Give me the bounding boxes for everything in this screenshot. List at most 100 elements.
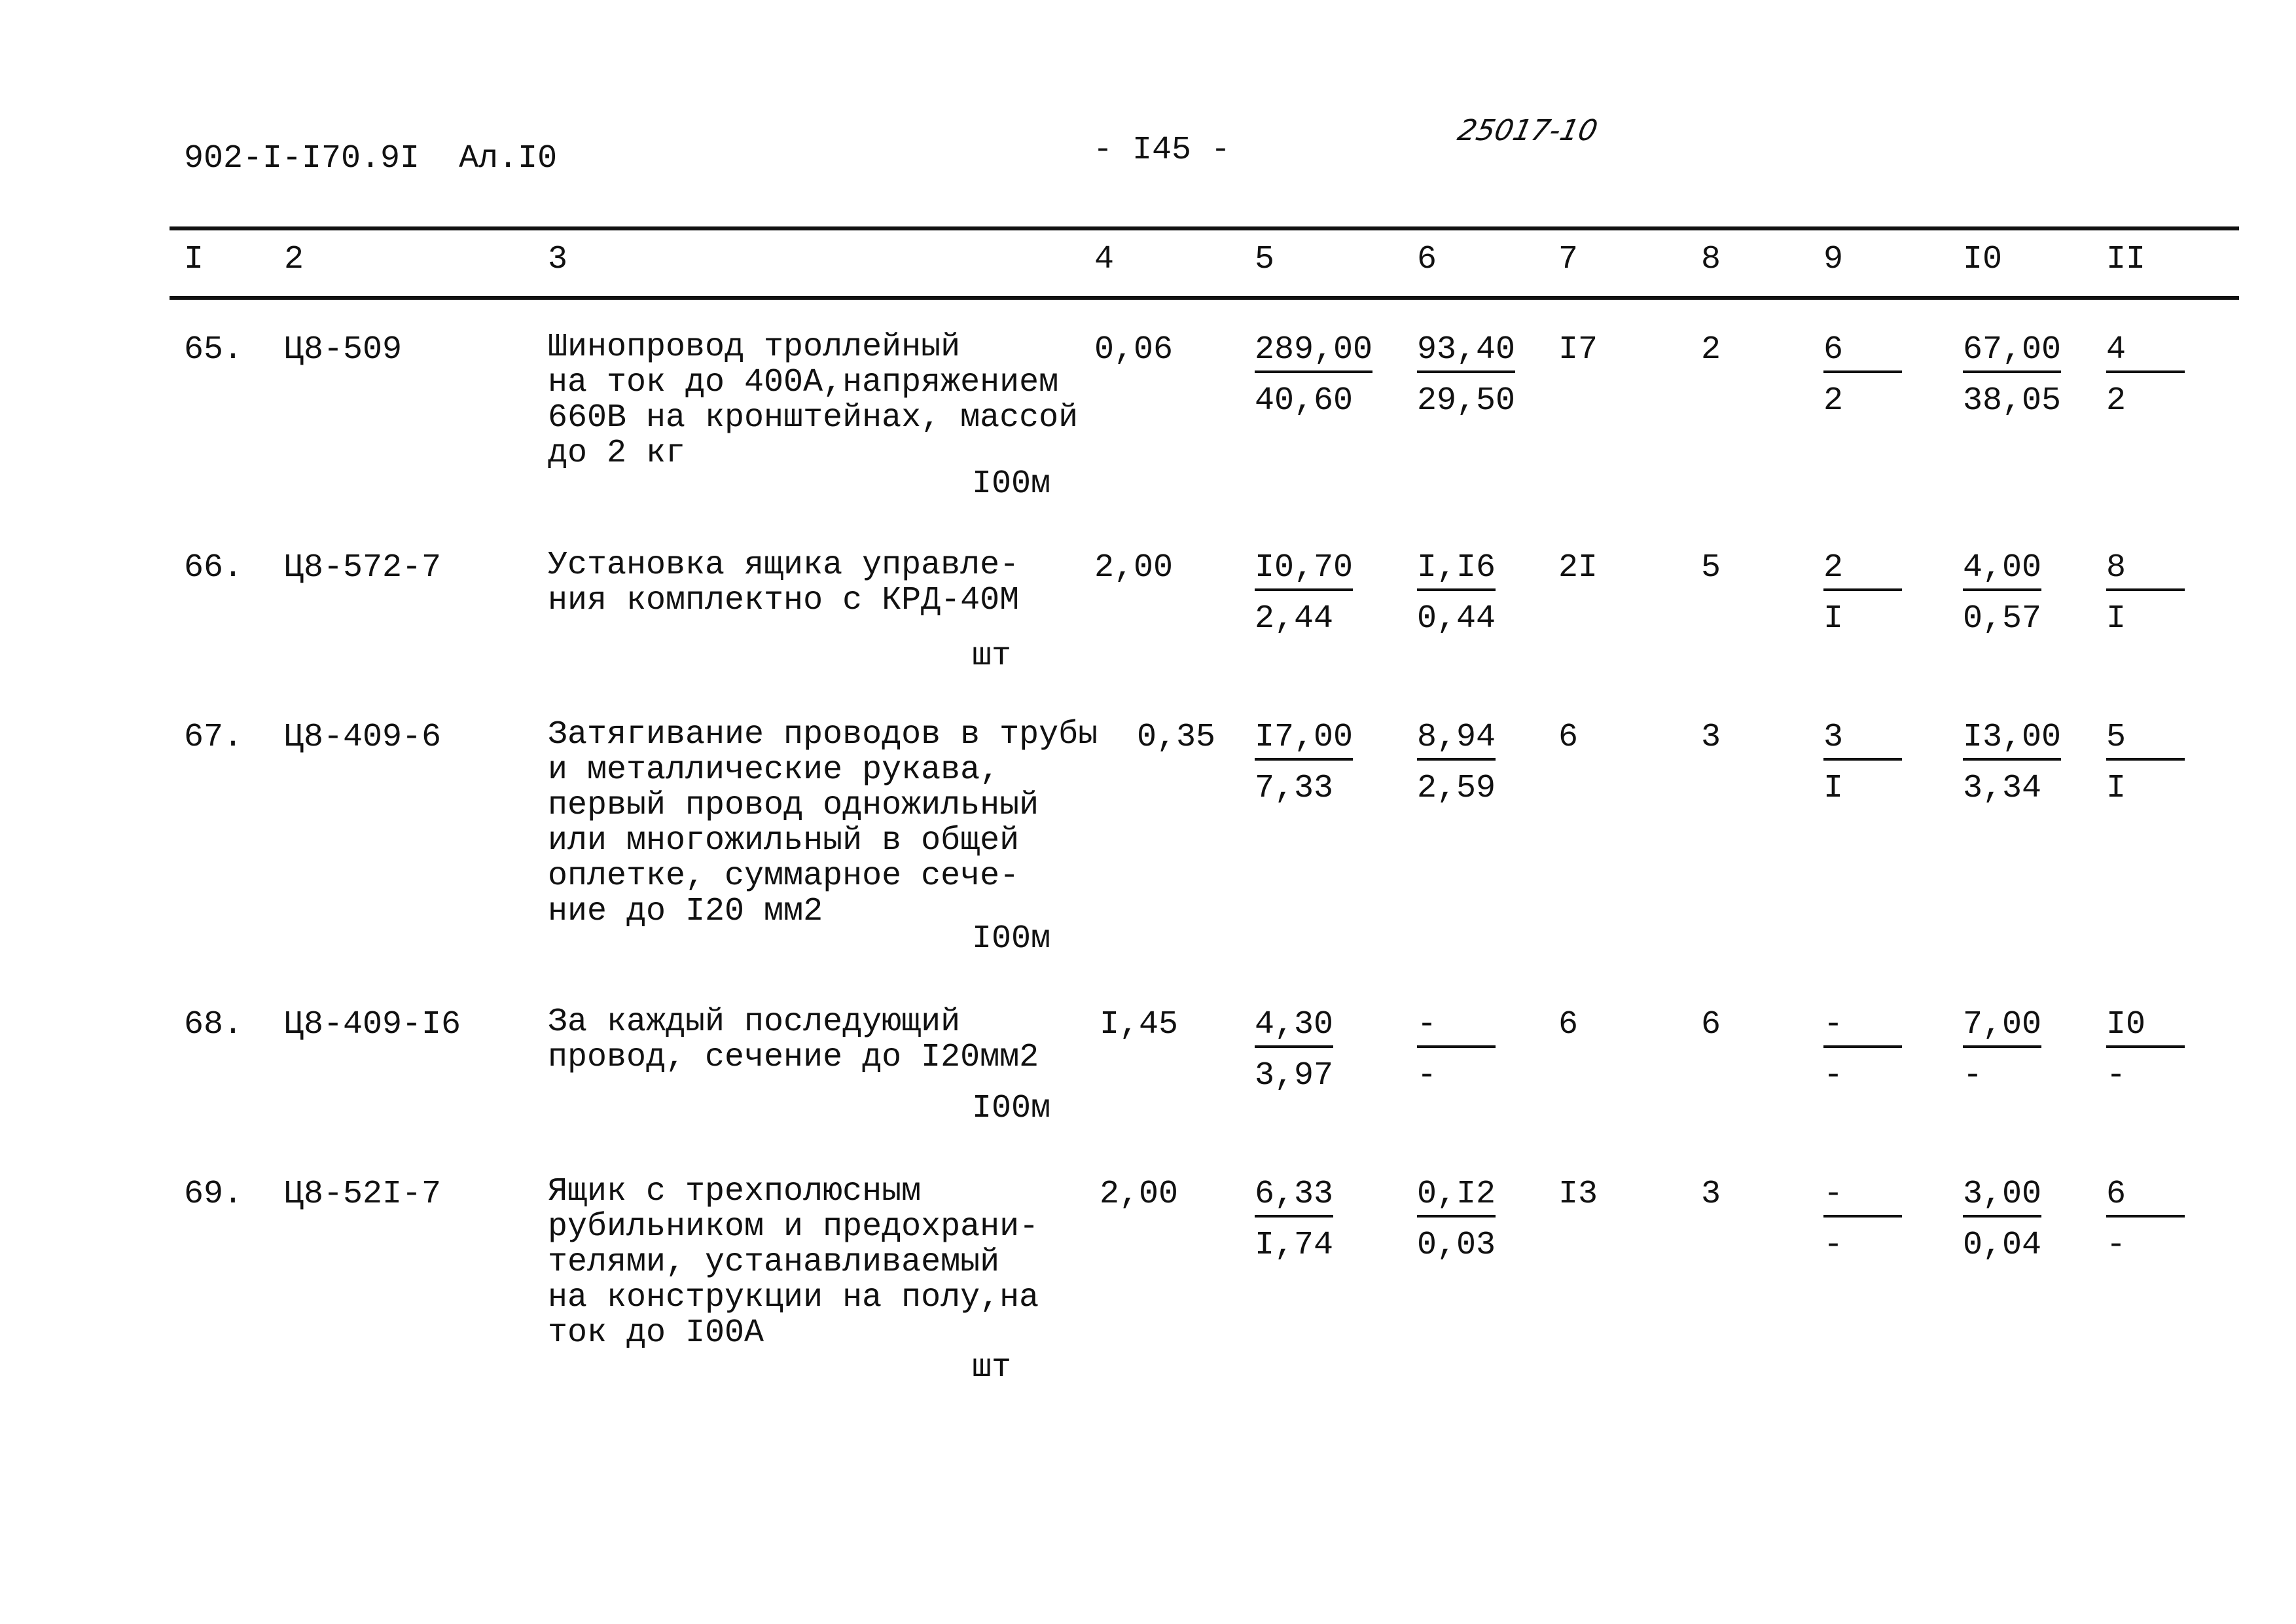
item-code: Ц8-409-I6: [284, 1006, 461, 1043]
item-description: Шинопровод троллейный на ток до 400А,напр…: [548, 330, 1078, 471]
fraction-numerator: I,I6: [1417, 552, 1496, 591]
item-unit: шт: [972, 1349, 1012, 1386]
description-line: Установка ящика управле-: [548, 547, 1020, 584]
column-header-7: 7: [1558, 241, 1579, 278]
fraction-column-6: 8,94 2,59: [1417, 721, 1496, 805]
fraction-numerator: 6,33: [1255, 1178, 1334, 1218]
fraction-denominator: -: [2106, 1057, 2126, 1094]
column-header-11: II: [2106, 241, 2146, 278]
column-8-value: 5: [1701, 549, 1721, 586]
fraction-denominator: 7,33: [1255, 770, 1334, 807]
fraction-numerator: 0,I2: [1417, 1178, 1496, 1218]
description-line: ток до I00А: [548, 1314, 764, 1352]
fraction-denominator: -: [1823, 1057, 1844, 1094]
fraction-denominator: -: [1963, 1057, 1983, 1094]
fraction-column-9: --: [1823, 1009, 1902, 1092]
fraction-numerator: 6: [2106, 1178, 2185, 1218]
item-description: За каждый последующий провод, сечение до …: [548, 1005, 1039, 1075]
fraction-numerator: -: [1417, 1009, 1496, 1048]
description-line: провод, сечение до I20мм2: [548, 1039, 1039, 1076]
column-4-value: 0,06: [1094, 331, 1174, 369]
fraction-numerator: I3,00: [1963, 721, 2062, 761]
handwritten-note: 25017-10: [1454, 114, 1601, 147]
fraction-numerator: I7,00: [1255, 721, 1354, 761]
fraction-column-11: I0 -: [2106, 1009, 2185, 1092]
column-7-value: I7: [1558, 331, 1598, 369]
fraction-denominator: 0,04: [1963, 1227, 2042, 1264]
fraction-column-5: I0,70 2,44: [1255, 552, 1354, 638]
fraction-column-5: 4,30 3,97: [1255, 1009, 1334, 1094]
description-line: и металлические рукава,: [548, 751, 1000, 789]
item-description: Установка ящика управле-ния комплектно с…: [548, 548, 1019, 619]
description-line: или многожильный в общей: [548, 822, 1020, 859]
description-line: до 2 кг: [548, 435, 686, 472]
fraction-denominator: I: [2106, 770, 2126, 807]
column-header-2: 2: [284, 241, 304, 278]
fraction-column-10: 4,00 0,57: [1963, 552, 2042, 636]
fraction-column-6: --: [1417, 1009, 1496, 1092]
fraction-numerator: -: [1823, 1178, 1902, 1218]
fraction-column-5: 6,33 I,74: [1255, 1178, 1334, 1264]
fraction-denominator: I,74: [1255, 1227, 1334, 1264]
fraction-denominator: 3,34: [1963, 770, 2042, 807]
table-row: 69. Ц8-52I-7 Ящик с трехполюсным рубильнико…: [0, 1174, 2296, 1384]
fraction-numerator: -: [1823, 1009, 1902, 1048]
fraction-denominator: 2: [1823, 382, 1844, 420]
column-7-value: I3: [1558, 1176, 1598, 1213]
table-row: 68. Ц8-409-I6 За каждый последующий провод,…: [0, 1005, 2296, 1125]
item-unit: I00м: [972, 1090, 1051, 1127]
column-7-value: 6: [1558, 1006, 1579, 1043]
table-row: 65. Ц8-509 Шинопровод троллейный на ток до …: [0, 330, 2296, 501]
item-number: 67.: [184, 719, 243, 756]
fraction-column-5: I7,00 7,33: [1255, 721, 1354, 807]
column-header-8: 8: [1701, 241, 1721, 278]
fraction-numerator: 4: [2106, 334, 2185, 373]
fraction-denominator: I: [2106, 600, 2126, 638]
fraction-column-10: 67,00 38,05: [1963, 334, 2062, 418]
item-number: 68.: [184, 1006, 243, 1043]
item-unit: I00м: [972, 465, 1051, 503]
item-description: Ящик с трехполюсным рубильником и предохр…: [548, 1174, 1039, 1351]
item-code: Ц8-409-6: [284, 719, 442, 756]
fraction-column-6: I,I6 0,44: [1417, 552, 1496, 636]
item-number: 69.: [184, 1176, 243, 1213]
fraction-denominator: 3,97: [1255, 1057, 1334, 1094]
description-line: телями, устанавливаемый: [548, 1244, 1000, 1281]
column-4-value: 2,00: [1094, 549, 1174, 586]
fraction-column-6: 0,I2 0,03: [1417, 1178, 1496, 1262]
page-number: - I45 -: [1093, 132, 1231, 169]
fraction-denominator: I: [1823, 600, 1844, 638]
column-4-value: I,45: [1100, 1006, 1179, 1043]
description-line: За каждый последующий: [548, 1003, 961, 1041]
column-header-4: 4: [1094, 241, 1115, 278]
column-header-1: I: [184, 241, 204, 278]
item-unit: шт: [972, 638, 1012, 675]
item-unit: I00м: [972, 920, 1051, 958]
fraction-column-10: I3,00 3,34: [1963, 721, 2062, 807]
fraction-denominator: 2,59: [1417, 770, 1496, 807]
column-header-5: 5: [1255, 241, 1275, 278]
item-code: Ц8-52I-7: [284, 1176, 442, 1213]
table-top-rule: [170, 226, 2239, 230]
description-line: Ящик с трехполюсным: [548, 1173, 922, 1210]
description-line: Шинопровод троллейный: [548, 329, 961, 366]
fraction-denominator: 2,44: [1255, 600, 1334, 638]
description-line: ния комплектно с КРД-40М: [548, 582, 1020, 619]
column-4-value: 2,00: [1100, 1176, 1179, 1213]
description-line: ние до I20 мм2: [548, 893, 823, 930]
table-row: 67. Ц8-409-6 Затягивание проводов в трубы и…: [0, 717, 2296, 956]
fraction-numerator: 3: [1823, 721, 1902, 761]
fraction-numerator: 7,00: [1963, 1009, 2042, 1048]
fraction-denominator: I: [1823, 770, 1844, 807]
description-line: первый провод одножильный: [548, 787, 1039, 824]
fraction-numerator: 5: [2106, 721, 2185, 761]
description-line: 660В на кронштейнах, массой: [548, 399, 1079, 437]
column-header-9: 9: [1823, 241, 1844, 278]
item-number: 66.: [184, 549, 243, 586]
fraction-denominator: 0,44: [1417, 600, 1496, 638]
fraction-numerator: 4,00: [1963, 552, 2042, 591]
